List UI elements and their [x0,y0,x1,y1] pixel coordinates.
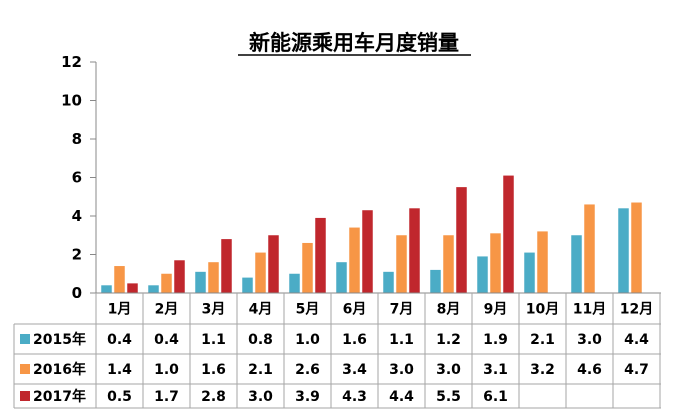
table-cell-value: 3.0 [389,362,414,378]
bar-1-6 [336,262,347,293]
bar-1-2 [148,285,159,293]
bar-1-11 [571,235,582,293]
table-cell-value: 2.6 [295,362,320,378]
bar-2-2 [161,273,172,293]
table-cell-value: 0.4 [154,332,179,348]
x-category-label: 5月 [296,302,320,318]
bar-1-12 [618,208,629,293]
bar-2-9 [490,233,501,293]
bar-3-8 [456,187,467,293]
legend-label-3: 2017年 [33,388,86,405]
x-category-label: 6月 [343,302,367,318]
bar-3-9 [503,175,514,293]
bar-1-10 [524,252,535,293]
table-cell-value: 2.1 [248,362,273,378]
legend-swatch-1 [20,334,30,344]
bar-2-12 [631,202,642,293]
chart-title: 新能源乘用车月度销量 [249,31,459,55]
table-cell-value: 1.0 [154,362,179,378]
bar-3-4 [268,235,279,293]
bar-3-2 [174,260,185,293]
table-cell-value: 1.6 [201,362,226,378]
table-cell-value: 4.3 [342,389,367,405]
table-cell-value: 1.2 [436,332,461,348]
y-tick-label: 6 [72,169,82,187]
table-cell-value: 3.4 [342,362,367,378]
legend-swatch-2 [20,364,30,374]
table-cell-value: 0.8 [248,332,273,348]
bar-2-7 [396,235,407,293]
bars [101,175,642,293]
table-cell-value: 4.7 [624,362,649,378]
x-category-label: 3月 [202,302,226,318]
bar-3-1 [127,283,138,293]
table-cell-value: 3.9 [295,389,320,405]
y-tick-label: 8 [72,130,82,148]
legend-swatch-3 [20,391,30,401]
x-category-label: 8月 [437,302,461,318]
table-cell-value: 1.1 [389,332,414,348]
bar-1-7 [383,271,394,293]
bar-1-3 [195,271,206,293]
table-cell-value: 5.5 [436,389,461,405]
table-cell-value: 4.6 [577,362,602,378]
y-tick-label: 0 [72,284,82,302]
table-cell-value: 6.1 [483,389,508,405]
bar-1-1 [101,285,112,293]
table-cell-value: 2.8 [201,389,226,405]
x-category-label: 2月 [155,302,179,318]
bar-3-7 [409,208,420,293]
bar-2-5 [302,242,313,293]
x-category-label: 4月 [249,302,273,318]
table-cell-value: 1.9 [483,332,508,348]
table-cell-value: 3.0 [248,389,273,405]
y-tick-label: 12 [61,53,82,71]
x-category-label: 1月 [108,302,132,318]
legend-label-2: 2016年 [33,361,86,378]
x-category-label: 11月 [573,302,606,318]
y-tick-label: 10 [61,92,82,110]
bar-2-6 [349,227,360,293]
bar-2-10 [537,231,548,293]
x-category-label: 7月 [390,302,414,318]
bar-2-8 [443,235,454,293]
bar-2-11 [584,204,595,293]
table-cell-value: 0.5 [107,389,132,405]
bar-1-8 [430,269,441,293]
table-cell-value: 1.1 [201,332,226,348]
y-tick-label: 4 [72,207,82,225]
bar-2-3 [208,262,219,293]
table-cell-value: 3.0 [577,332,602,348]
bar-1-4 [242,277,253,293]
table-cell-value: 4.4 [624,332,649,348]
table-cell-value: 3.0 [436,362,461,378]
bar-2-4 [255,252,266,293]
table-cell-value: 3.2 [530,362,555,378]
bar-1-9 [477,256,488,293]
legend-label-1: 2015年 [33,331,86,348]
table-cell-value: 1.6 [342,332,367,348]
x-category-label: 9月 [484,302,508,318]
table-cell-value: 1.4 [107,362,132,378]
x-category-label: 10月 [526,302,559,318]
bar-3-3 [221,239,232,293]
x-category-label: 12月 [620,302,653,318]
y-axis: 0 2 4 6 8 10 12 [61,53,97,302]
bar-1-5 [289,273,300,293]
bar-3-5 [315,217,326,293]
table-cell-value: 1.7 [154,389,179,405]
table-cell-value: 2.1 [530,332,555,348]
table-cell-value: 3.1 [483,362,508,378]
table-cell-value: 0.4 [107,332,132,348]
data-table: 1月 2月 3月 4月 5月 6月 7月 8月 9月 10月 11月 12月 2015年 0.4 0.4 1.… [13,292,661,409]
table-cell-value: 4.4 [389,389,414,405]
bar-2-1 [114,266,125,293]
bar-3-6 [362,210,373,293]
y-tick-label: 2 [72,246,82,264]
table-cell-value: 1.0 [295,332,320,348]
